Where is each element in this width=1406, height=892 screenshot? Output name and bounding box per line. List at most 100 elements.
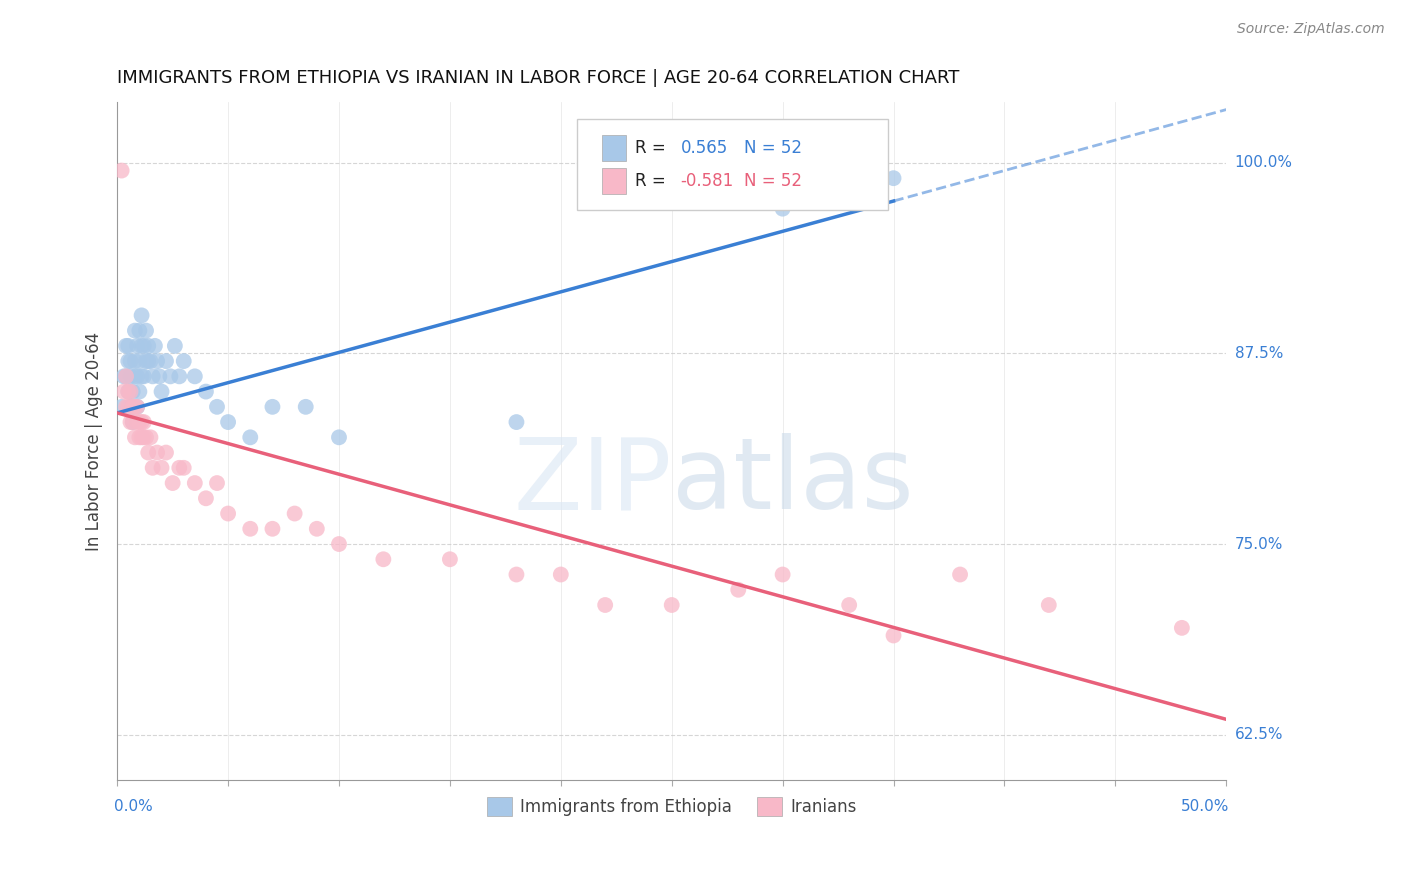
Point bbox=[111, 163, 134, 178]
Point bbox=[115, 369, 138, 384]
Point bbox=[127, 339, 149, 353]
Point bbox=[772, 202, 794, 216]
Point bbox=[162, 476, 184, 491]
Point bbox=[184, 476, 207, 491]
Text: 0.565: 0.565 bbox=[681, 139, 728, 157]
Point bbox=[173, 354, 195, 368]
Point bbox=[155, 445, 177, 459]
Point bbox=[117, 384, 139, 399]
Point bbox=[139, 354, 162, 368]
Point bbox=[217, 507, 239, 521]
Point bbox=[772, 567, 794, 582]
Point bbox=[124, 354, 146, 368]
Point bbox=[262, 522, 284, 536]
Point bbox=[146, 354, 169, 368]
Point bbox=[883, 171, 905, 186]
Text: -0.581: -0.581 bbox=[681, 171, 734, 190]
Text: 50.0%: 50.0% bbox=[1181, 799, 1229, 814]
Point bbox=[120, 354, 142, 368]
Point bbox=[124, 430, 146, 444]
Point bbox=[146, 445, 169, 459]
Point bbox=[132, 415, 155, 429]
Point bbox=[128, 354, 150, 368]
Text: N = 52: N = 52 bbox=[744, 139, 801, 157]
Point bbox=[661, 598, 683, 612]
Point bbox=[120, 384, 142, 399]
Point bbox=[112, 384, 135, 399]
Point bbox=[120, 369, 142, 384]
FancyBboxPatch shape bbox=[578, 119, 889, 211]
Text: 75.0%: 75.0% bbox=[1234, 536, 1282, 551]
FancyBboxPatch shape bbox=[602, 168, 626, 194]
Point bbox=[169, 369, 191, 384]
Point bbox=[135, 324, 157, 338]
Point bbox=[115, 400, 138, 414]
Point bbox=[148, 369, 170, 384]
Point bbox=[117, 384, 139, 399]
Point bbox=[121, 384, 143, 399]
Point bbox=[131, 415, 153, 429]
Point bbox=[205, 476, 228, 491]
Point bbox=[131, 430, 153, 444]
Point bbox=[127, 415, 149, 429]
Point bbox=[505, 415, 527, 429]
Text: 100.0%: 100.0% bbox=[1234, 155, 1292, 170]
Point bbox=[115, 369, 138, 384]
Text: R =: R = bbox=[636, 171, 666, 190]
Point bbox=[194, 491, 217, 506]
Point bbox=[127, 369, 149, 384]
Point bbox=[136, 445, 159, 459]
Point bbox=[136, 339, 159, 353]
Y-axis label: In Labor Force | Age 20-64: In Labor Force | Age 20-64 bbox=[86, 332, 103, 550]
Point bbox=[150, 384, 173, 399]
Point bbox=[205, 400, 228, 414]
Point bbox=[121, 400, 143, 414]
Point bbox=[120, 400, 142, 414]
Point bbox=[142, 369, 165, 384]
Point bbox=[131, 369, 153, 384]
Point bbox=[284, 507, 307, 521]
Point bbox=[128, 324, 150, 338]
Legend: Immigrants from Ethiopia, Iranians: Immigrants from Ethiopia, Iranians bbox=[479, 790, 863, 822]
Point bbox=[217, 415, 239, 429]
Text: IMMIGRANTS FROM ETHIOPIA VS IRANIAN IN LABOR FORCE | AGE 20-64 CORRELATION CHART: IMMIGRANTS FROM ETHIOPIA VS IRANIAN IN L… bbox=[117, 69, 959, 87]
Point bbox=[838, 598, 860, 612]
Point bbox=[112, 369, 135, 384]
Point bbox=[142, 460, 165, 475]
Point bbox=[127, 400, 149, 414]
Point bbox=[131, 339, 153, 353]
Point bbox=[124, 324, 146, 338]
Point bbox=[439, 552, 461, 566]
Point bbox=[124, 369, 146, 384]
Point bbox=[121, 415, 143, 429]
Point bbox=[239, 522, 262, 536]
Point bbox=[121, 415, 143, 429]
Point bbox=[139, 430, 162, 444]
Point bbox=[505, 567, 527, 582]
Point bbox=[115, 339, 138, 353]
Point bbox=[173, 460, 195, 475]
Point bbox=[169, 460, 191, 475]
Point bbox=[1171, 621, 1194, 635]
Point bbox=[883, 628, 905, 642]
Point bbox=[159, 369, 181, 384]
Text: ZIP: ZIP bbox=[513, 434, 672, 531]
Point bbox=[132, 430, 155, 444]
Point bbox=[117, 400, 139, 414]
Point bbox=[117, 339, 139, 353]
Point bbox=[124, 400, 146, 414]
Text: R =: R = bbox=[636, 139, 666, 157]
Point bbox=[239, 430, 262, 444]
Point bbox=[127, 400, 149, 414]
Point bbox=[328, 430, 350, 444]
Point bbox=[135, 354, 157, 368]
Text: 62.5%: 62.5% bbox=[1234, 727, 1284, 742]
Point bbox=[128, 415, 150, 429]
Point bbox=[163, 339, 186, 353]
Point bbox=[143, 339, 166, 353]
Point bbox=[305, 522, 328, 536]
Text: 0.0%: 0.0% bbox=[114, 799, 153, 814]
Point bbox=[120, 415, 142, 429]
Point bbox=[111, 400, 134, 414]
Point bbox=[132, 339, 155, 353]
